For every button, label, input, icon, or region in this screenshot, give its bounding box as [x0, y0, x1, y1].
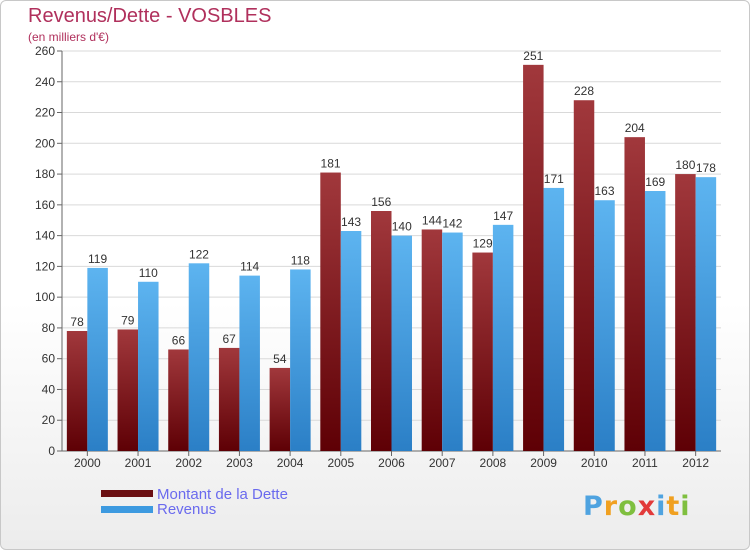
x-tick-label: 2003 — [226, 456, 253, 470]
bar-revenus-2005 — [340, 231, 362, 451]
legend-label-dette: Montant de la Dette — [157, 486, 288, 503]
bar-dette-2009 — [523, 64, 544, 451]
data-label: 119 — [88, 252, 107, 266]
legend-swatch-dette — [101, 490, 153, 497]
data-label: 129 — [473, 237, 493, 251]
data-label: 110 — [139, 266, 158, 280]
x-tick-label: 2007 — [429, 456, 456, 470]
x-tick-label: 2008 — [480, 456, 507, 470]
data-label: 78 — [70, 315, 84, 329]
y-tick-label: 180 — [35, 167, 55, 181]
bar-revenus-2007 — [442, 232, 463, 451]
bar-revenus-2002 — [188, 263, 210, 451]
x-tick-label: 2009 — [530, 456, 557, 470]
bar-dette-2004 — [269, 367, 291, 451]
bar-dette-2008 — [472, 252, 493, 451]
y-tick-label: 40 — [42, 382, 56, 396]
x-tick-label: 2002 — [175, 456, 202, 470]
data-label: 204 — [625, 121, 645, 135]
data-label: 114 — [240, 260, 259, 274]
data-label: 147 — [493, 209, 513, 223]
y-tick-label: 140 — [35, 229, 55, 243]
bar-revenus-2000 — [87, 267, 108, 451]
data-label: 54 — [273, 352, 287, 366]
data-label: 156 — [371, 195, 391, 209]
data-label: 118 — [291, 253, 310, 267]
bar-revenus-2004 — [290, 269, 311, 451]
x-tick-label: 2001 — [125, 456, 152, 470]
data-label: 79 — [121, 313, 135, 327]
x-tick-label: 2006 — [378, 456, 405, 470]
data-label: 140 — [392, 220, 412, 234]
data-label: 228 — [574, 84, 594, 98]
x-tick-label: 2010 — [581, 456, 608, 470]
data-label: 251 — [523, 49, 543, 63]
data-label: 144 — [422, 213, 442, 227]
chart-title: Revenus/Dette - VOSBLES — [28, 5, 272, 27]
bar-revenus-2010 — [594, 200, 615, 451]
bar-dette-2003 — [218, 347, 240, 451]
y-tick-label: 220 — [35, 106, 55, 120]
x-tick-label: 2004 — [277, 456, 304, 470]
bar-dette-2005 — [320, 172, 341, 452]
bar-dette-2006 — [371, 211, 392, 451]
bar-revenus-2001 — [138, 281, 159, 451]
bar-dette-2012 — [675, 174, 696, 452]
bar-dette-2007 — [421, 229, 443, 451]
y-tick-label: 260 — [35, 44, 55, 58]
y-tick-label: 0 — [48, 444, 55, 458]
bar-dette-2011 — [624, 137, 645, 451]
legend-label-revenus: Revenus — [157, 501, 217, 518]
x-tick-label: 2005 — [327, 456, 354, 470]
bar-dette-2002 — [168, 349, 189, 451]
data-label: 67 — [222, 332, 236, 346]
bar-revenus-2003 — [239, 275, 260, 451]
bar-dette-2010 — [573, 100, 595, 451]
y-tick-label: 120 — [35, 259, 55, 273]
y-tick-label: 60 — [42, 352, 56, 366]
y-tick-label: 160 — [35, 198, 55, 212]
chart-subtitle: (en milliers d'€) — [28, 30, 109, 44]
x-tick-label: 2011 — [632, 456, 658, 470]
bar-revenus-2006 — [391, 235, 412, 451]
data-label: 180 — [675, 158, 695, 172]
data-label: 171 — [544, 172, 564, 186]
y-tick-label: 200 — [35, 136, 55, 150]
data-label: 122 — [189, 247, 209, 261]
data-label: 169 — [645, 175, 665, 189]
x-tick-label: 2012 — [682, 456, 709, 470]
data-label: 163 — [595, 184, 615, 198]
data-label: 143 — [341, 215, 361, 229]
bar-dette-2001 — [117, 329, 139, 451]
y-tick-label: 80 — [42, 321, 56, 335]
y-tick-label: 100 — [35, 290, 55, 304]
data-label: 142 — [442, 217, 462, 231]
y-tick-label: 240 — [35, 75, 55, 89]
y-tick-label: 20 — [42, 413, 56, 427]
bar-revenus-2011 — [644, 191, 666, 451]
bar-revenus-2012 — [695, 177, 717, 451]
bar-revenus-2008 — [492, 224, 514, 451]
data-label: 66 — [172, 333, 186, 347]
x-tick-label: 2000 — [74, 456, 101, 470]
bar-dette-2000 — [66, 331, 88, 451]
bar-revenus-2009 — [543, 187, 565, 451]
proxiti-logo: Proxiti — [583, 491, 691, 522]
data-label: 178 — [696, 161, 716, 175]
legend-swatch-revenus — [101, 506, 153, 513]
data-label: 181 — [321, 157, 341, 171]
